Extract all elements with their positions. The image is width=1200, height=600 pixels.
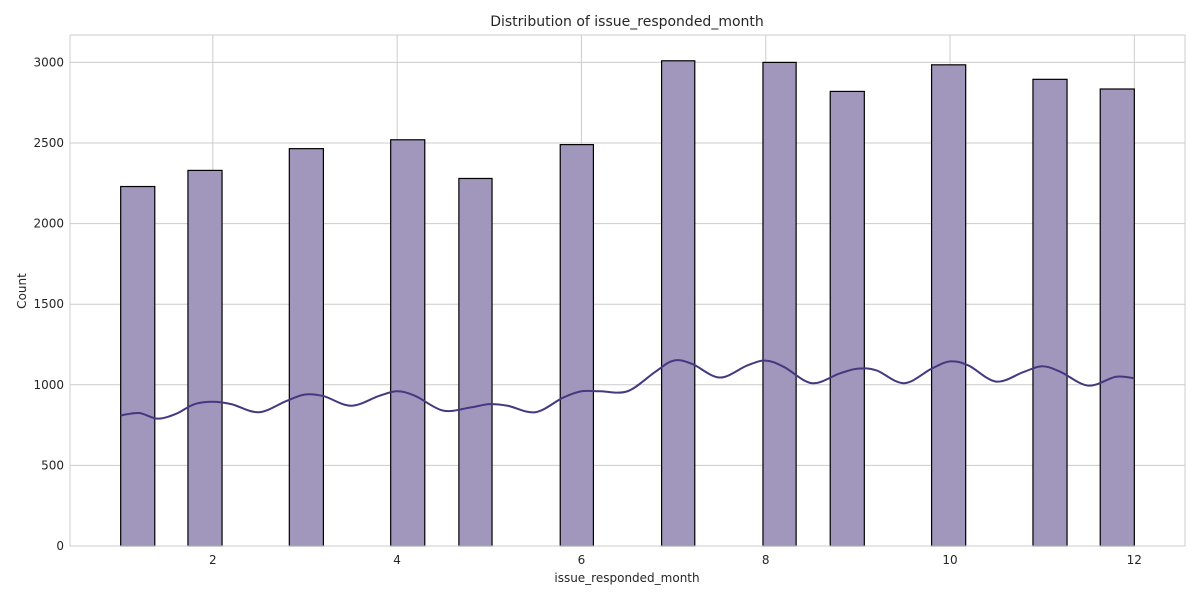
histogram-bar (660, 60, 696, 547)
y-tick-label: 3000 (33, 55, 64, 69)
x-tick-label: 2 (209, 553, 217, 567)
x-tick-label: 6 (578, 553, 586, 567)
y-tick-label: 500 (41, 458, 64, 472)
histogram-bar (930, 64, 967, 547)
y-tick-label: 0 (56, 539, 64, 553)
x-axis-label: issue_responded_month (554, 571, 699, 585)
histogram-bar (120, 185, 156, 547)
histogram-bar (762, 61, 797, 547)
histogram-bar (458, 177, 493, 547)
y-tick-label: 1000 (33, 378, 64, 392)
kde-curve (120, 359, 1135, 420)
histogram-bar (1099, 88, 1135, 547)
histogram-bar (187, 169, 223, 547)
chart-title: Distribution of issue_responded_month (490, 14, 764, 30)
x-tick-label: 8 (762, 553, 770, 567)
x-tick-label: 4 (393, 553, 401, 567)
grid-lines (70, 35, 1185, 547)
histogram-bar (390, 139, 426, 547)
histogram-bar (559, 144, 595, 547)
plot-frame (69, 34, 1186, 547)
y-tick-label: 1500 (33, 297, 64, 311)
x-tick-label: 10 (942, 553, 957, 567)
histogram-bar (288, 148, 325, 547)
histogram-bar (829, 90, 865, 547)
histogram-bars (120, 60, 1135, 547)
y-tick-label: 2500 (33, 136, 64, 150)
histogram-bar (1032, 78, 1068, 547)
y-tick-labels: 0 500 1000 1500 2000 2500 3000 (33, 55, 64, 553)
y-tick-label: 2000 (33, 217, 64, 231)
y-axis-label: Count (15, 273, 29, 309)
x-tick-labels: 2 4 6 8 10 12 (209, 553, 1142, 567)
x-tick-label: 12 (1127, 553, 1142, 567)
